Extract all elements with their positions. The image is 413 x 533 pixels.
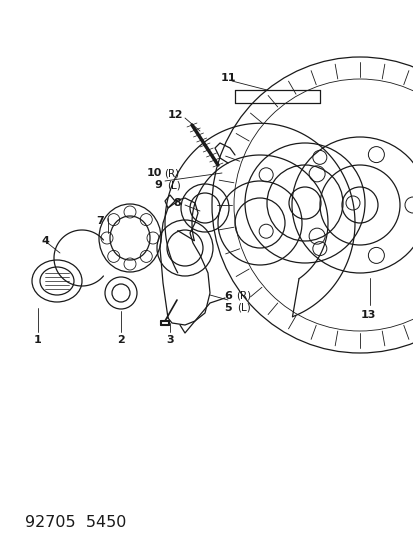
Text: 9: 9 xyxy=(154,180,161,190)
Text: 2: 2 xyxy=(117,335,125,345)
Text: 6: 6 xyxy=(223,291,231,301)
Text: 92705  5450: 92705 5450 xyxy=(25,515,126,530)
Text: 3: 3 xyxy=(166,335,173,345)
Text: 7: 7 xyxy=(96,216,104,226)
Text: 5: 5 xyxy=(224,303,231,313)
Text: (L): (L) xyxy=(237,303,250,313)
Text: 11: 11 xyxy=(220,73,235,83)
Text: (R): (R) xyxy=(164,168,179,178)
Text: 1: 1 xyxy=(34,335,42,345)
Text: 12: 12 xyxy=(167,110,182,120)
Text: 13: 13 xyxy=(359,310,375,320)
Text: (L): (L) xyxy=(167,180,180,190)
Text: 8: 8 xyxy=(173,198,180,208)
Text: 4: 4 xyxy=(41,236,49,246)
Text: (R): (R) xyxy=(236,291,251,301)
Text: 10: 10 xyxy=(146,168,161,178)
